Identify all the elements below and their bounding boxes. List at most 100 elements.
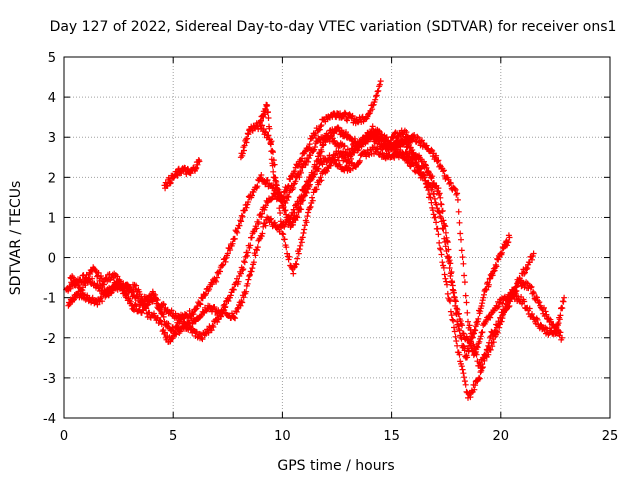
data-point bbox=[374, 88, 381, 95]
data-point bbox=[370, 101, 377, 108]
data-point bbox=[233, 308, 240, 315]
data-point bbox=[552, 330, 559, 337]
data-point bbox=[462, 292, 469, 299]
data-point bbox=[435, 157, 442, 164]
data-point bbox=[467, 338, 474, 345]
data-point bbox=[267, 141, 274, 148]
data-point bbox=[444, 281, 450, 288]
data-point bbox=[476, 338, 483, 345]
data-point bbox=[197, 301, 204, 308]
data-point bbox=[331, 156, 338, 163]
data-point bbox=[253, 225, 260, 232]
data-point bbox=[277, 210, 284, 216]
data-point bbox=[499, 249, 505, 256]
data-point bbox=[375, 87, 382, 94]
data-point bbox=[461, 374, 468, 381]
data-point bbox=[337, 110, 344, 117]
data-point bbox=[452, 302, 459, 309]
data-point bbox=[465, 318, 471, 325]
data-point bbox=[442, 243, 449, 250]
data-point bbox=[434, 225, 441, 232]
data-point bbox=[306, 141, 313, 148]
data-point bbox=[280, 231, 287, 238]
data-point bbox=[316, 126, 323, 133]
data-point bbox=[469, 334, 476, 341]
data-point bbox=[504, 242, 510, 249]
x-tick-label: 25 bbox=[602, 429, 619, 444]
data-point bbox=[318, 148, 325, 155]
data-point bbox=[346, 159, 353, 166]
data-point bbox=[277, 195, 284, 202]
data-point bbox=[310, 147, 317, 154]
data-point bbox=[222, 304, 228, 311]
data-point bbox=[146, 299, 153, 306]
data-point bbox=[133, 303, 140, 310]
data-point bbox=[278, 222, 285, 228]
data-point bbox=[256, 236, 263, 243]
y-tick-label: 1 bbox=[48, 211, 56, 226]
data-point bbox=[528, 283, 535, 290]
data-point bbox=[442, 275, 449, 282]
data-point bbox=[462, 381, 469, 388]
data-point bbox=[296, 174, 303, 181]
data-point bbox=[280, 204, 287, 210]
data-point bbox=[524, 265, 531, 272]
data-point bbox=[501, 307, 508, 314]
data-point bbox=[238, 298, 245, 305]
data-point bbox=[518, 277, 525, 284]
data-point bbox=[110, 287, 116, 294]
y-tick-label: 0 bbox=[48, 252, 56, 267]
data-point bbox=[114, 273, 121, 280]
data-point bbox=[421, 174, 428, 181]
data-point bbox=[438, 201, 445, 208]
data-point bbox=[281, 236, 288, 243]
data-point bbox=[292, 260, 299, 267]
data-point bbox=[445, 246, 452, 253]
data-point bbox=[471, 386, 478, 393]
data-point bbox=[342, 154, 349, 161]
data-point bbox=[294, 255, 301, 262]
data-point bbox=[194, 161, 201, 168]
data-point bbox=[295, 250, 302, 257]
data-point bbox=[495, 303, 502, 310]
data-point bbox=[235, 278, 242, 285]
data-point bbox=[239, 267, 246, 274]
data-point bbox=[301, 226, 308, 233]
data-point bbox=[299, 164, 306, 171]
data-point bbox=[99, 298, 106, 305]
data-point bbox=[255, 219, 262, 226]
data-point bbox=[244, 280, 251, 287]
y-axis: -4 -3 -2 -1 0 1 2 3 4 5 bbox=[43, 51, 610, 427]
data-point bbox=[171, 330, 178, 337]
data-point bbox=[437, 246, 444, 253]
data-point bbox=[160, 301, 167, 308]
data-point bbox=[461, 378, 468, 385]
data-point bbox=[127, 298, 134, 305]
data-point bbox=[373, 92, 380, 99]
data-point bbox=[315, 181, 322, 188]
data-point bbox=[189, 320, 196, 327]
data-point bbox=[268, 148, 275, 155]
data-point bbox=[143, 305, 150, 312]
data-point bbox=[153, 297, 160, 304]
data-point bbox=[557, 312, 564, 319]
data-point bbox=[254, 183, 261, 190]
data-point bbox=[454, 190, 461, 197]
data-point bbox=[168, 307, 175, 314]
data-point bbox=[82, 282, 89, 289]
data-point bbox=[459, 254, 466, 261]
data-point bbox=[234, 305, 241, 312]
data-point bbox=[304, 213, 311, 220]
data-point bbox=[290, 270, 297, 277]
data-point bbox=[523, 266, 530, 273]
plot-frame bbox=[63, 56, 611, 419]
data-point bbox=[447, 180, 454, 187]
data-point bbox=[259, 230, 266, 237]
x-tick-label: 20 bbox=[493, 429, 510, 444]
data-point bbox=[186, 308, 193, 314]
data-point bbox=[199, 336, 206, 343]
data-point bbox=[259, 122, 266, 129]
data-point bbox=[312, 132, 319, 139]
y-tick-label: -3 bbox=[43, 372, 56, 387]
x-tick-label: 5 bbox=[169, 429, 177, 444]
